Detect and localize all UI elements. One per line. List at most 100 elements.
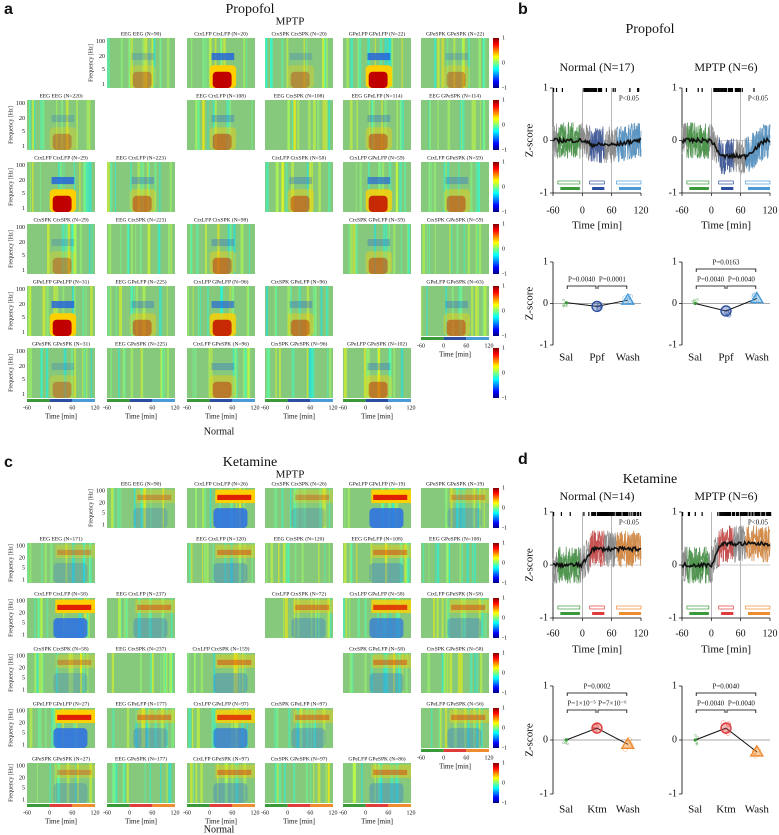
spectrogram-streak bbox=[343, 348, 347, 398]
freq-tick-label: 20 bbox=[19, 555, 25, 561]
freq-tick-label: 1 bbox=[102, 82, 105, 88]
condition-strip bbox=[265, 804, 288, 807]
spectrogram-streak bbox=[71, 286, 75, 336]
spectrogram-streak bbox=[445, 598, 448, 638]
spectrogram-streak bbox=[283, 598, 285, 638]
z-tick-label: 1 bbox=[543, 680, 548, 691]
spectrogram bbox=[187, 543, 255, 583]
spectrogram bbox=[421, 100, 489, 150]
mean-marker bbox=[749, 291, 765, 304]
spectrogram-band bbox=[295, 714, 330, 720]
condition-strip bbox=[287, 399, 311, 402]
spectrogram-band bbox=[293, 709, 333, 724]
spectrogram-streak bbox=[312, 100, 316, 150]
spectrogram-band bbox=[57, 549, 92, 555]
time-tick-label: 60 bbox=[69, 405, 75, 411]
spectrogram-streak bbox=[40, 348, 43, 398]
z-tick-label: 1 bbox=[672, 506, 677, 517]
spectrogram-streak bbox=[89, 100, 91, 150]
spectrogram-streak bbox=[478, 708, 481, 748]
significance-tick bbox=[685, 88, 688, 92]
cell-title: CtxSPK GPeSPK (N=59) bbox=[427, 216, 484, 223]
significance-tick bbox=[633, 512, 635, 516]
spectrogram-streak bbox=[194, 348, 197, 398]
freq-tick-label: 1 bbox=[22, 144, 25, 150]
spectrogram-blob bbox=[369, 508, 404, 528]
window-marker bbox=[686, 180, 710, 185]
spectrogram-streak bbox=[122, 763, 126, 803]
spectrogram-streak bbox=[436, 598, 439, 638]
spectrogram-streak bbox=[460, 653, 463, 693]
spectrogram-streak bbox=[27, 286, 31, 336]
time-tick-label: 60 bbox=[229, 810, 235, 816]
spectrogram-streak bbox=[75, 763, 77, 803]
group-title: MPTP (N=6) bbox=[694, 489, 757, 503]
condition-strip bbox=[232, 804, 255, 807]
spectrogram-streak bbox=[223, 38, 226, 88]
time-tick-label: 120 bbox=[329, 405, 338, 411]
significance-tick bbox=[625, 512, 627, 516]
significance-tick bbox=[767, 512, 769, 516]
spectrogram-streak bbox=[388, 162, 392, 212]
spectrogram-streak bbox=[147, 708, 150, 748]
spectrogram-streak bbox=[265, 286, 269, 336]
spectrogram-band bbox=[55, 764, 95, 779]
colorbar-tick-label: 0 bbox=[502, 615, 505, 621]
condition-strip bbox=[107, 399, 130, 402]
spectrogram-streak bbox=[435, 543, 437, 583]
panel-letter: c bbox=[4, 454, 13, 471]
window-marker bbox=[721, 187, 734, 190]
spectrogram-streak bbox=[235, 348, 238, 398]
spectrogram-streak bbox=[77, 763, 79, 803]
spectrogram-streak bbox=[209, 488, 212, 528]
significance-tick bbox=[744, 512, 746, 516]
spectrogram-streak bbox=[191, 708, 194, 748]
significance-tick bbox=[617, 512, 619, 516]
cell-title: GPeSPK GPeSPK (N=19) bbox=[426, 480, 484, 487]
spectrogram-streak bbox=[73, 286, 76, 336]
spectrogram-streak bbox=[90, 286, 93, 336]
p-value: P=0.0040 bbox=[712, 683, 740, 691]
spectrogram-streak bbox=[79, 653, 83, 693]
spectrogram-streak bbox=[297, 488, 299, 528]
significance-tick bbox=[731, 88, 734, 92]
colorbar bbox=[493, 708, 499, 748]
spectrogram-streak bbox=[377, 598, 380, 638]
significance-tick bbox=[726, 88, 728, 92]
significance-tick bbox=[637, 512, 639, 516]
spectrogram-streak bbox=[461, 286, 463, 336]
significance-tick bbox=[600, 88, 603, 92]
condition-strip bbox=[27, 804, 50, 807]
spectrogram-streak bbox=[214, 708, 217, 748]
spectrogram-blob bbox=[447, 508, 482, 528]
p-value: P=7×10⁻⁶ bbox=[598, 700, 627, 708]
group-title: MPTP (N=6) bbox=[694, 60, 757, 74]
spectrogram-blob bbox=[53, 563, 88, 583]
colorbar-tick-label: 0 bbox=[502, 246, 505, 252]
spectrogram-streak bbox=[130, 162, 132, 212]
spectrogram-streak bbox=[34, 100, 36, 150]
spectrogram-blob bbox=[443, 65, 471, 88]
significance-tick bbox=[594, 88, 596, 92]
spectrogram-streak bbox=[446, 653, 449, 693]
spectrogram-blob bbox=[365, 375, 393, 398]
colorbar-tick-label: 1 bbox=[502, 760, 505, 766]
time-tick-label: -60 bbox=[417, 755, 425, 761]
spectrogram-streak bbox=[444, 488, 448, 528]
spectrogram-streak bbox=[88, 224, 91, 274]
time-tick-label: -60 bbox=[23, 405, 31, 411]
spectrogram-blob bbox=[368, 381, 388, 398]
spectrogram-streak bbox=[446, 598, 450, 638]
time-tick-label: -60 bbox=[339, 405, 347, 411]
cell-title: GPeLFP GPeLFP (N=31) bbox=[33, 278, 90, 285]
spectrogram-streak bbox=[73, 708, 76, 748]
spectrogram-blob bbox=[212, 257, 232, 274]
spectrogram-band bbox=[215, 654, 255, 669]
spectrogram-streak bbox=[220, 38, 223, 88]
spectrogram-streak bbox=[142, 38, 145, 88]
time-tick-label: 120 bbox=[485, 343, 494, 349]
spectrogram-blob bbox=[369, 783, 404, 803]
spectrogram-streak bbox=[230, 543, 233, 583]
significance-tick bbox=[604, 512, 607, 516]
time-tick-label: -60 bbox=[546, 205, 559, 216]
